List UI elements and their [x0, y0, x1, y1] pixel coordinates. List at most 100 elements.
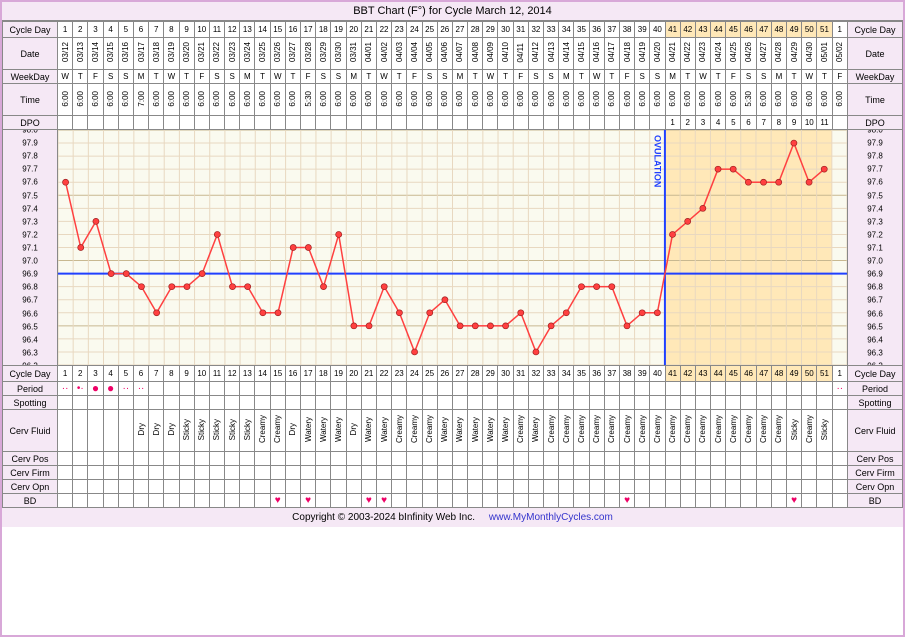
cerv-cell: [103, 452, 118, 466]
cerv-fluid-cell: Creamy: [270, 410, 285, 452]
cerv-fluid-cell: Creamy: [635, 410, 650, 452]
cerv-fluid-cell: Creamy: [559, 410, 574, 452]
dpo-cell: 7: [756, 116, 771, 130]
weekday-cell: F: [301, 70, 316, 84]
cerv-cell: [665, 480, 680, 494]
cycle-day-cell: 5: [118, 366, 133, 382]
dpo-cell: [528, 116, 543, 130]
cerv-cell: [133, 466, 148, 480]
cerv-cell: [58, 452, 73, 466]
cycle-day-cell: 5: [118, 22, 133, 38]
chart-table: Cycle Day1234567891011121314151617181920…: [2, 21, 903, 508]
dpo-cell: 9: [787, 116, 802, 130]
weekday-cell: W: [802, 70, 817, 84]
date-cell: 03/20: [179, 38, 194, 70]
spotting-cell: [711, 396, 726, 410]
cerv-cell: [301, 480, 316, 494]
dpo-cell: [483, 116, 498, 130]
bbt-chart-container: BBT Chart (F°) for Cycle March 12, 2014 …: [0, 0, 905, 637]
time-cell: 6:00: [225, 84, 240, 116]
date-cell: 03/26: [270, 38, 285, 70]
cerv-cell: [513, 452, 528, 466]
cerv-cell: [589, 466, 604, 480]
cycle-day-cell: 40: [650, 22, 665, 38]
spotting-cell: [209, 396, 224, 410]
time-cell: 6:00: [407, 84, 422, 116]
cerv-cell: [133, 452, 148, 466]
date-cell: 04/02: [376, 38, 391, 70]
cerv-cell: [726, 452, 741, 466]
y-axis-right: 98.097.997.897.797.697.597.497.397.297.1…: [848, 130, 903, 366]
weekday-cell: T: [149, 70, 164, 84]
date-cell: 04/01: [361, 38, 376, 70]
spotting-cell: [817, 396, 832, 410]
time-cell: 6:00: [589, 84, 604, 116]
spotting-cell: [741, 396, 756, 410]
cerv-fluid-cell: Creamy: [407, 410, 422, 452]
date-cell: 04/21: [665, 38, 680, 70]
bd-cell: [544, 494, 559, 508]
period-cell: [179, 382, 194, 396]
weekday-cell: W: [376, 70, 391, 84]
weekday-cell: T: [392, 70, 407, 84]
cerv-cell: [73, 452, 88, 466]
cerv-cell: [680, 452, 695, 466]
cerv-cell: [164, 466, 179, 480]
row-label: DPO: [3, 116, 58, 130]
bd-cell: [194, 494, 209, 508]
cycle-day-cell: 10: [194, 22, 209, 38]
spotting-cell: [376, 396, 391, 410]
cycle-day-cell: 34: [559, 22, 574, 38]
period-cell: [361, 382, 376, 396]
cerv-cell: [73, 466, 88, 480]
cerv-cell: [270, 452, 285, 466]
weekday-cell: S: [756, 70, 771, 84]
date-cell: 04/15: [574, 38, 589, 70]
bd-cell: [832, 494, 847, 508]
spotting-cell: [832, 396, 847, 410]
cycle-day-cell: 28: [468, 366, 483, 382]
time-cell: 6:00: [544, 84, 559, 116]
weekday-cell: W: [58, 70, 73, 84]
bd-cell: [680, 494, 695, 508]
cerv-cell: [118, 452, 133, 466]
date-cell: 04/18: [619, 38, 634, 70]
period-cell: [726, 382, 741, 396]
dpo-cell: [225, 116, 240, 130]
cerv-fluid-cell: Creamy: [604, 410, 619, 452]
date-cell: 03/17: [133, 38, 148, 70]
date-cell: 04/28: [771, 38, 786, 70]
dpo-cell: [604, 116, 619, 130]
cycle-day-cell: 6: [133, 22, 148, 38]
cycle-day-cell: 23: [392, 22, 407, 38]
date-cell: 03/15: [103, 38, 118, 70]
cycle-day-cell: 1: [832, 366, 847, 382]
bd-cell: [635, 494, 650, 508]
period-cell: [756, 382, 771, 396]
bd-cell: [422, 494, 437, 508]
cerv-cell: [711, 480, 726, 494]
cycle-day-cell: 17: [301, 22, 316, 38]
cycle-day-cell: 11: [209, 22, 224, 38]
cerv-cell: [194, 452, 209, 466]
cerv-fluid-cell: Creamy: [726, 410, 741, 452]
row-label: Cerv Firm: [848, 466, 903, 480]
footer-link[interactable]: www.MyMonthlyCycles.com: [489, 512, 613, 523]
cerv-cell: [255, 480, 270, 494]
dpo-cell: [544, 116, 559, 130]
period-cell: ··: [118, 382, 133, 396]
period-cell: [604, 382, 619, 396]
cycle-day-cell: 30: [498, 366, 513, 382]
cerv-cell: [650, 466, 665, 480]
cycle-day-cell: 22: [376, 366, 391, 382]
spotting-cell: [225, 396, 240, 410]
cycle-day-cell: 45: [726, 366, 741, 382]
row-label: Cycle Day: [3, 366, 58, 382]
cerv-cell: [285, 480, 300, 494]
row-label: Cycle Day: [848, 366, 903, 382]
spotting-cell: [468, 396, 483, 410]
footer-copyright: Copyright © 2003-2024 bInfinity Web Inc.: [292, 512, 475, 523]
dpo-cell: [88, 116, 103, 130]
spotting-cell: [316, 396, 331, 410]
weekday-cell: T: [817, 70, 832, 84]
